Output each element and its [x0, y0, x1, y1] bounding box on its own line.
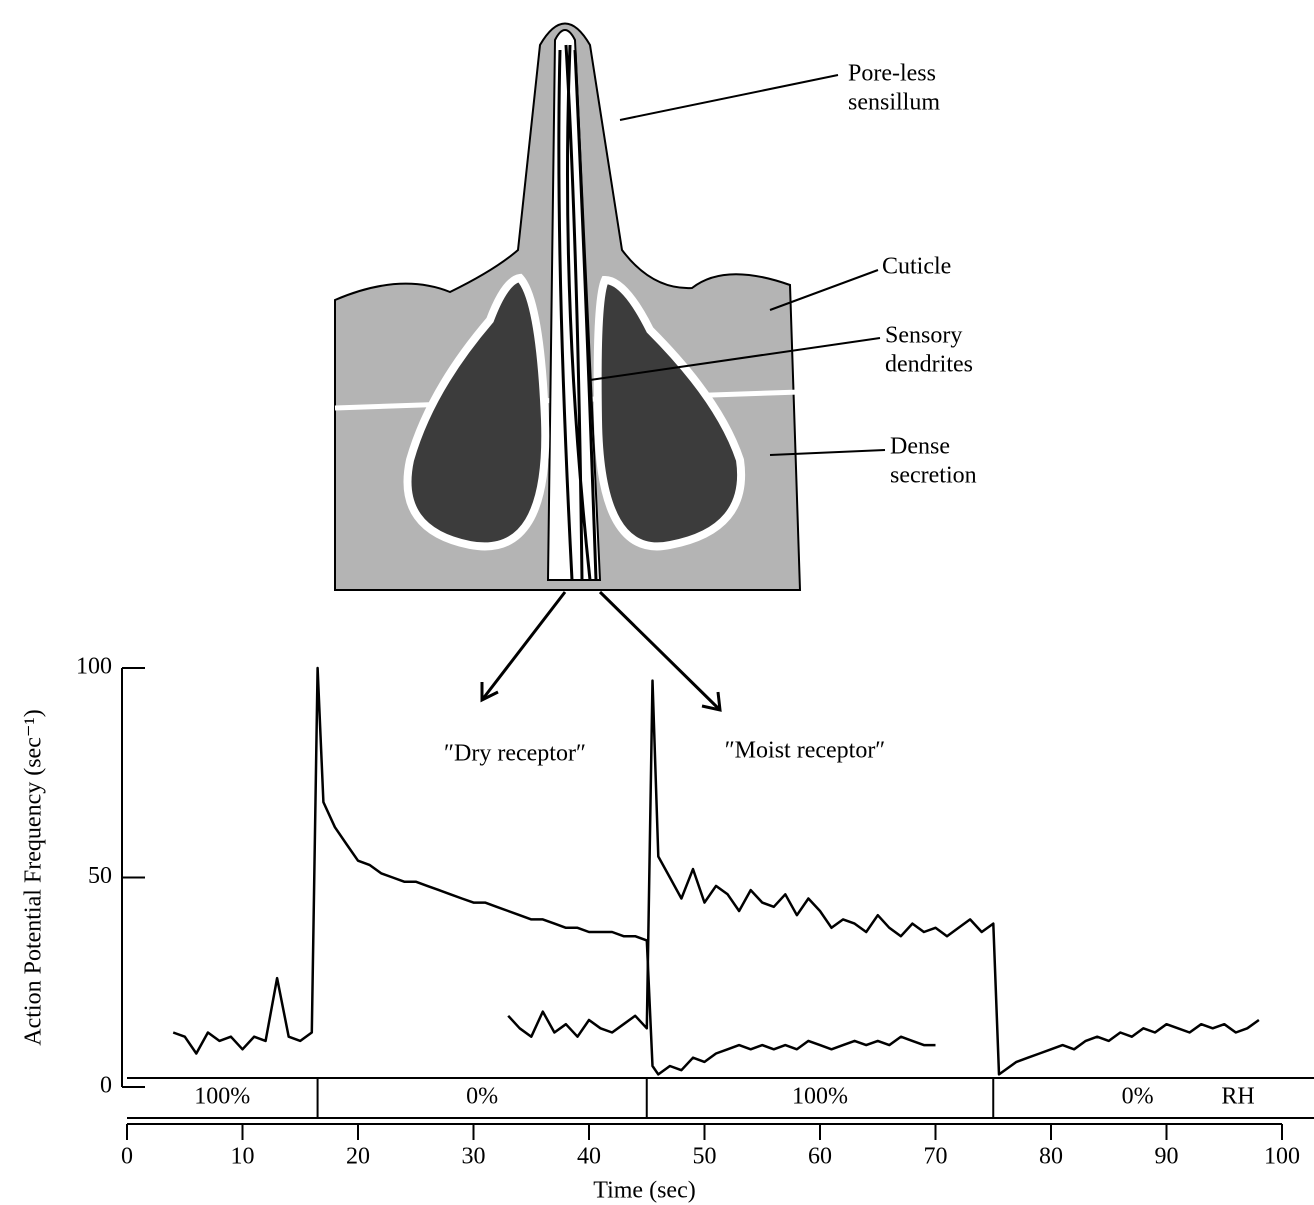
- dendrites: [557, 44, 598, 581]
- rh-unit: RH: [1221, 1084, 1254, 1110]
- diagram-label: Sensory: [885, 323, 962, 349]
- leader-line: [769, 449, 886, 456]
- x-tick-label: 0: [121, 1144, 133, 1170]
- rh-label: 0%: [466, 1084, 498, 1110]
- leader-line: [769, 269, 879, 311]
- rh-label: 100%: [792, 1084, 848, 1110]
- y-tick-label: 100: [76, 654, 112, 680]
- rh-label: 0%: [1122, 1084, 1154, 1110]
- diagram-label: Dense: [890, 434, 950, 460]
- data-line: [172, 666, 936, 1076]
- arrow-dry: [480, 591, 567, 701]
- y-axis-label: Action Potential Frequency (sec⁻¹): [21, 709, 47, 1045]
- diagram-label: Pore-less: [848, 61, 936, 87]
- secretion-right: [593, 275, 746, 551]
- x-tick-label: 60: [808, 1144, 832, 1170]
- arrowhead: [701, 691, 722, 712]
- x-tick-label: 20: [346, 1144, 370, 1170]
- diagram-label: secretion: [890, 463, 977, 489]
- x-tick-label: 10: [231, 1144, 255, 1170]
- diagram-label: Cuticle: [882, 254, 951, 280]
- leader-line: [619, 74, 839, 121]
- x-tick-label: 70: [924, 1144, 948, 1170]
- y-tick-label: 0: [100, 1073, 112, 1099]
- sensillum-diagram: [334, 22, 886, 712]
- x-tick-label: 40: [577, 1144, 601, 1170]
- series-label: ″Dry receptor″: [444, 741, 586, 767]
- diagram-label: sensillum: [848, 90, 940, 116]
- rh-label: 100%: [194, 1084, 250, 1110]
- diagram-label: dendrites: [885, 352, 973, 378]
- arrow-moist: [598, 590, 722, 712]
- data-line: [507, 679, 1260, 1076]
- y-tick-label: 50: [88, 863, 112, 889]
- leader-line: [589, 337, 881, 381]
- series-label: ″Moist receptor″: [725, 738, 886, 764]
- x-tick-label: 30: [462, 1144, 486, 1170]
- dendrite-channel: [546, 29, 602, 581]
- secretion-left: [403, 273, 550, 551]
- x-tick-label: 100: [1264, 1144, 1300, 1170]
- arrowhead: [480, 682, 499, 703]
- x-tick-label: 80: [1039, 1144, 1063, 1170]
- x-tick-label: 50: [693, 1144, 717, 1170]
- x-axis-label: Time (sec): [593, 1178, 695, 1204]
- x-tick-label: 90: [1155, 1144, 1179, 1170]
